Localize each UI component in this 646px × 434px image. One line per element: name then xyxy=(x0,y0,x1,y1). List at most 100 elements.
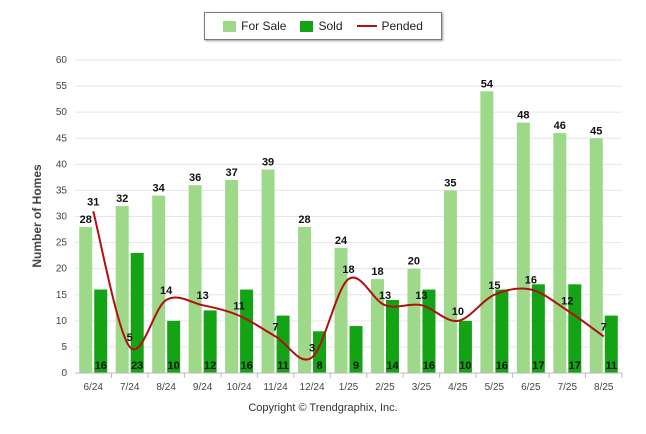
bar-for-sale xyxy=(480,91,494,374)
bar-for-sale xyxy=(188,185,202,373)
x-tick-label: 9/24 xyxy=(193,382,213,393)
bar-for-sale xyxy=(516,122,530,373)
data-label-for-sale: 28 xyxy=(298,214,310,226)
y-tick-label: 20 xyxy=(56,264,68,275)
bar-sold xyxy=(130,253,144,373)
y-tick-label: 30 xyxy=(56,212,68,223)
data-label-sold: 10 xyxy=(168,360,180,372)
legend-item-pended[interactable]: Pended xyxy=(356,19,423,33)
sold-swatch-icon xyxy=(300,20,314,32)
x-tick-label: 5/25 xyxy=(485,382,505,393)
data-label-pended: 7 xyxy=(273,321,279,333)
data-label-pended: 13 xyxy=(415,290,427,302)
legend-item-sold[interactable]: Sold xyxy=(300,19,343,33)
bar-sold xyxy=(349,326,363,373)
x-tick-label: 4/25 xyxy=(448,382,468,393)
y-tick-label: 25 xyxy=(56,238,68,249)
data-label-for-sale: 39 xyxy=(262,157,274,169)
data-label-pended: 15 xyxy=(488,280,500,292)
data-label-sold: 11 xyxy=(605,360,617,372)
y-tick-label: 10 xyxy=(56,316,68,327)
data-label-pended: 14 xyxy=(160,285,173,297)
x-tick-label: 8/24 xyxy=(156,382,176,393)
data-label-for-sale: 18 xyxy=(371,266,383,278)
gridlines xyxy=(75,59,622,374)
y-tick-label: 5 xyxy=(61,342,67,353)
x-tick-label: 11/24 xyxy=(263,382,288,393)
legend-label-sold: Sold xyxy=(318,19,343,33)
bar-for-sale xyxy=(553,133,567,373)
data-label-pended: 7 xyxy=(601,321,607,333)
data-label-pended: 11 xyxy=(233,301,245,313)
x-tick-label: 3/25 xyxy=(412,382,432,393)
bar-for-sale xyxy=(443,190,457,373)
y-tick-label: 55 xyxy=(56,81,68,92)
bar-sold xyxy=(203,310,217,373)
data-label-sold: 16 xyxy=(496,360,508,372)
data-label-pended: 31 xyxy=(87,196,99,208)
data-label-for-sale: 28 xyxy=(80,214,92,226)
for-sale-swatch-icon xyxy=(223,20,237,32)
data-label-for-sale: 24 xyxy=(335,235,348,247)
y-tick-label: 35 xyxy=(56,185,68,196)
data-label-for-sale: 35 xyxy=(444,177,456,189)
data-label-for-sale: 32 xyxy=(116,193,128,205)
data-label-for-sale: 54 xyxy=(481,78,494,90)
data-label-pended: 3 xyxy=(309,342,315,354)
y-tick-label: 45 xyxy=(56,133,68,144)
data-label-sold: 12 xyxy=(204,360,216,372)
bars xyxy=(79,91,618,374)
data-label-pended: 12 xyxy=(561,295,573,307)
bar-sold xyxy=(276,315,290,373)
y-tick-label: 50 xyxy=(56,107,68,118)
bar-for-sale xyxy=(407,268,421,373)
bar-for-sale xyxy=(115,206,129,373)
data-label-for-sale: 48 xyxy=(517,110,529,122)
data-label-sold: 9 xyxy=(353,360,359,372)
data-label-sold: 8 xyxy=(316,360,322,372)
copyright-text: Copyright © Trendgraphix, Inc. xyxy=(248,402,398,414)
data-labels: 2816322334103612371639112882491814201635… xyxy=(80,78,617,372)
bar-sold xyxy=(568,284,582,373)
data-label-pended: 16 xyxy=(525,275,537,287)
x-tick-label: 7/24 xyxy=(120,382,140,393)
bar-sold xyxy=(495,289,509,373)
pended-line xyxy=(92,211,605,361)
bar-sold xyxy=(458,320,472,373)
legend-item-for-sale[interactable]: For Sale xyxy=(223,19,286,33)
data-label-for-sale: 45 xyxy=(590,125,602,137)
data-label-sold: 10 xyxy=(459,360,471,372)
bar-sold xyxy=(94,289,108,373)
x-tick-label: 8/25 xyxy=(594,382,614,393)
x-tick-label: 7/25 xyxy=(558,382,578,393)
bar-for-sale xyxy=(152,195,166,373)
bar-sold xyxy=(240,289,254,373)
data-label-sold: 16 xyxy=(423,360,435,372)
data-label-for-sale: 20 xyxy=(408,256,420,268)
y-tick-label: 0 xyxy=(61,368,67,379)
x-tick-label: 12/24 xyxy=(300,382,325,393)
data-label-sold: 14 xyxy=(386,360,399,372)
data-label-for-sale: 36 xyxy=(189,172,201,184)
data-label-for-sale: 34 xyxy=(153,183,166,195)
data-label-for-sale: 37 xyxy=(225,167,237,179)
bar-for-sale xyxy=(79,226,93,373)
data-label-sold: 16 xyxy=(95,360,107,372)
bar-sold xyxy=(385,299,399,373)
x-tick-label: 1/25 xyxy=(339,382,359,393)
y-tick-label: 40 xyxy=(56,159,68,170)
x-tick-label: 6/25 xyxy=(521,382,541,393)
legend-label-for-sale: For Sale xyxy=(241,19,287,33)
bar-for-sale xyxy=(298,226,312,373)
legend: For Sale Sold Pended xyxy=(204,12,442,40)
bar-sold xyxy=(167,320,181,373)
x-tick-label: 2/25 xyxy=(375,382,395,393)
data-label-sold: 23 xyxy=(131,360,143,372)
pended-line-swatch-icon xyxy=(356,25,377,27)
bar-sold xyxy=(313,331,327,373)
data-label-pended: 13 xyxy=(197,290,209,302)
pended-series-line xyxy=(92,211,605,361)
data-label-sold: 16 xyxy=(240,360,252,372)
bar-for-sale xyxy=(589,138,603,373)
